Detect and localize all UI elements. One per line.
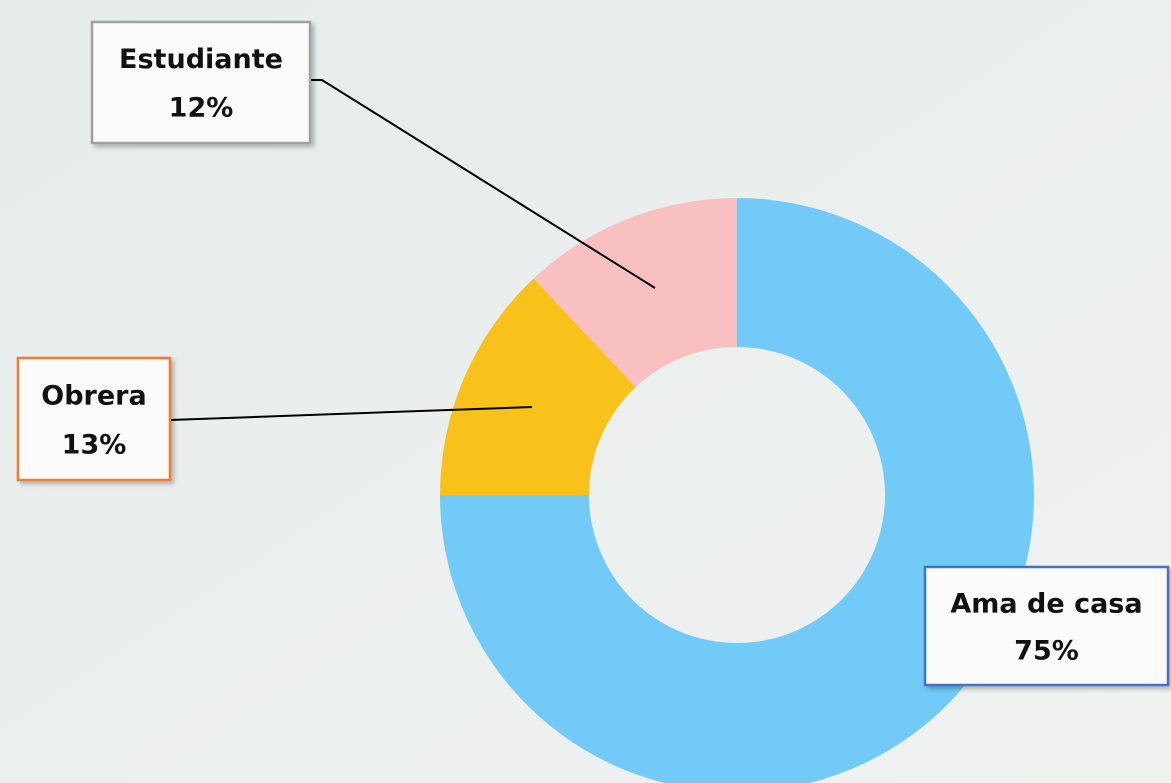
leader-line <box>310 79 656 289</box>
leader-line <box>169 406 533 421</box>
labels: Ama de casa 75% Obrera 13% Estudiante 12% <box>16 20 1170 687</box>
label-box <box>923 565 1170 687</box>
value-label: 75% <box>1014 635 1079 666</box>
value-label: 13% <box>62 429 127 460</box>
category-label: Ama de casa <box>950 588 1142 619</box>
category-label: Estudiante <box>119 44 283 75</box>
label-box <box>16 356 172 482</box>
category-label: Obrera <box>41 381 146 412</box>
label-box <box>90 20 312 145</box>
slice <box>533 198 737 388</box>
slices <box>440 198 1034 783</box>
slice <box>440 278 636 495</box>
value-label: 12% <box>169 93 234 124</box>
slice <box>440 198 1034 783</box>
